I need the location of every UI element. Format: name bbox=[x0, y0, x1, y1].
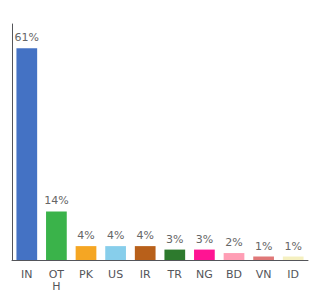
svg-text:3%: 3% bbox=[166, 233, 183, 246]
svg-text:4%: 4% bbox=[136, 229, 153, 242]
svg-text:3%: 3% bbox=[196, 233, 213, 246]
svg-text:TR: TR bbox=[167, 268, 183, 281]
svg-text:PK: PK bbox=[79, 268, 94, 281]
svg-text:US: US bbox=[108, 268, 123, 281]
svg-text:ID: ID bbox=[287, 268, 299, 281]
svg-text:2%: 2% bbox=[225, 236, 242, 249]
svg-text:61%: 61% bbox=[15, 31, 39, 44]
svg-text:14%: 14% bbox=[44, 194, 68, 207]
svg-text:NG: NG bbox=[196, 268, 213, 281]
svg-text:1%: 1% bbox=[284, 240, 301, 253]
svg-text:OT: OT bbox=[48, 267, 65, 281]
svg-text:H: H bbox=[52, 280, 60, 293]
svg-text:IR: IR bbox=[140, 268, 151, 281]
svg-text:IN: IN bbox=[21, 268, 32, 281]
svg-text:1%: 1% bbox=[255, 240, 272, 253]
svg-text:VN: VN bbox=[256, 268, 272, 281]
svg-text:BD: BD bbox=[226, 268, 242, 281]
svg-text:4%: 4% bbox=[107, 229, 124, 242]
svg-text:4%: 4% bbox=[77, 229, 94, 242]
